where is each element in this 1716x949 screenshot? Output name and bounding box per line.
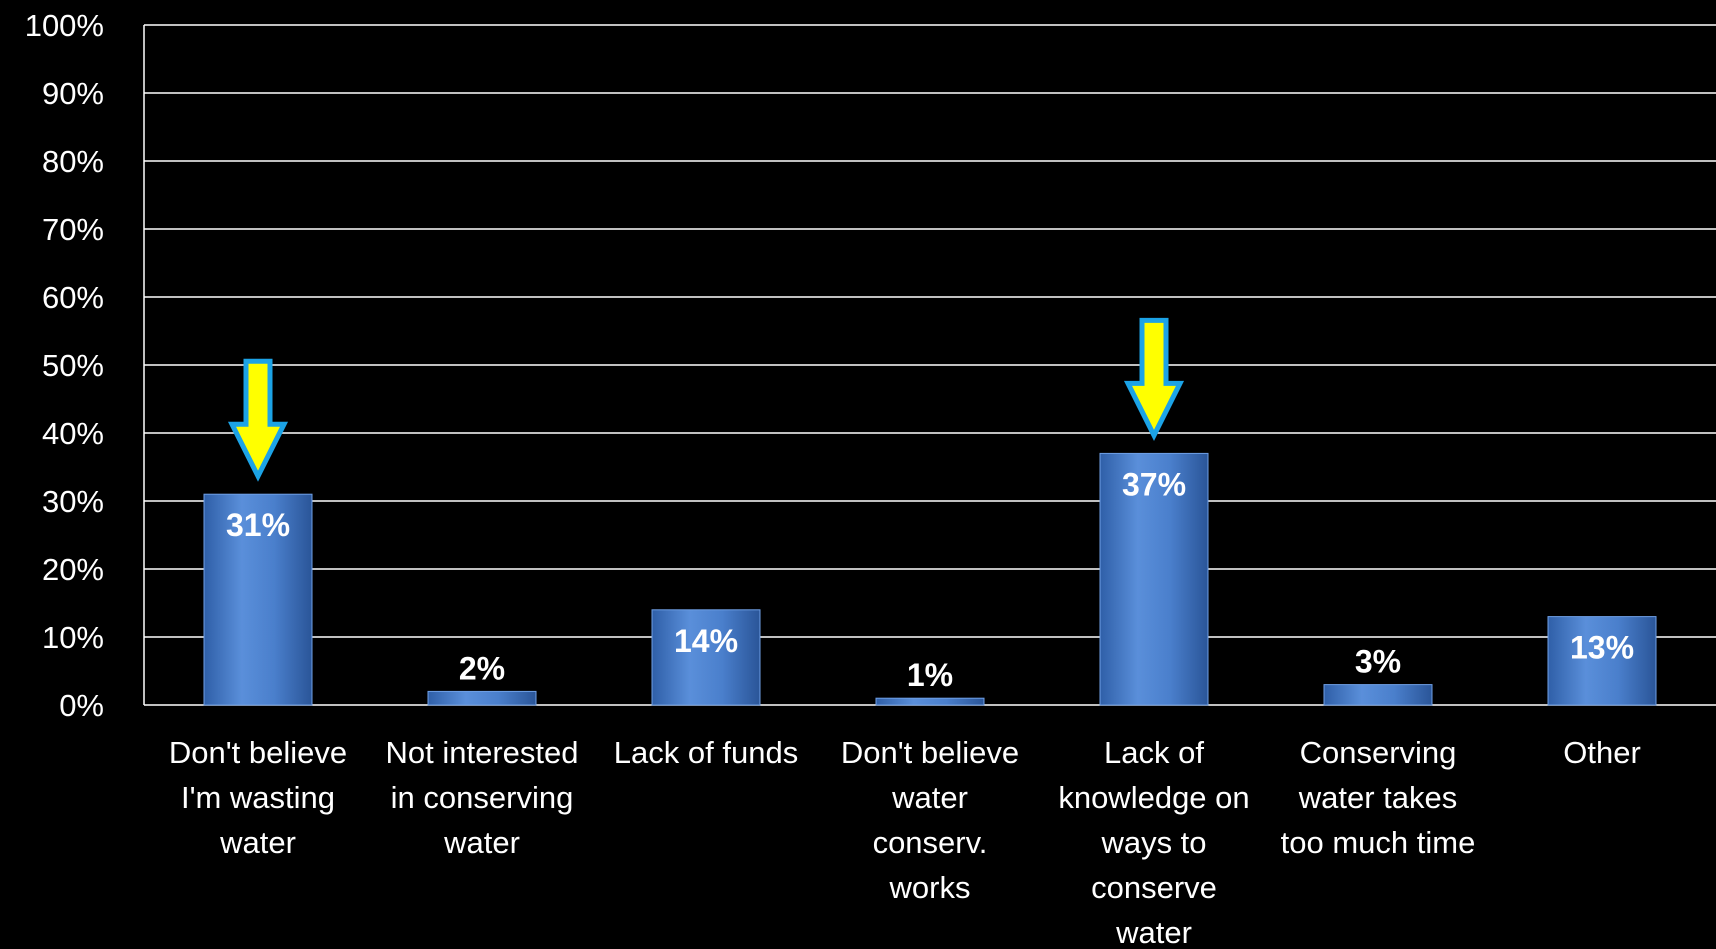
data-label: 31% <box>226 507 290 543</box>
y-tick-label: 70% <box>42 212 104 247</box>
y-tick-label: 90% <box>42 76 104 111</box>
bar <box>1323 684 1433 706</box>
y-tick-label: 50% <box>42 348 104 383</box>
data-label: 2% <box>459 650 505 686</box>
x-tick-label: Don't believe <box>169 735 347 770</box>
x-tick-label: water <box>891 780 968 815</box>
bar <box>203 493 313 706</box>
y-tick-label: 60% <box>42 280 104 315</box>
data-label: 3% <box>1355 644 1401 680</box>
x-tick-label: conserve <box>1091 870 1217 905</box>
y-tick-label: 20% <box>42 552 104 587</box>
gridlines <box>143 24 1716 706</box>
down-arrow-icon <box>227 358 289 482</box>
highlight-arrows <box>227 317 1185 482</box>
data-label: 13% <box>1570 630 1634 666</box>
bar <box>1547 616 1657 706</box>
x-tick-label: in conserving <box>391 780 574 815</box>
y-tick-label: 80% <box>42 144 104 179</box>
x-axis-category-labels: Don't believe I'm wasting water Not interes… <box>169 735 1641 949</box>
y-tick-label: 0% <box>59 688 104 723</box>
y-axis-tick-labels: 0% 10% 20% 30% 40% 50% 60% 70% 80% 90% 100% <box>25 8 104 723</box>
bar <box>1099 452 1209 706</box>
data-label: 14% <box>674 623 738 659</box>
data-label: 1% <box>907 657 953 693</box>
down-arrow-icon <box>1123 317 1185 441</box>
y-tick-label: 100% <box>25 8 104 43</box>
y-tick-label: 40% <box>42 416 104 451</box>
bar <box>427 690 537 706</box>
x-tick-label: works <box>889 870 971 905</box>
x-tick-label: Not interested <box>386 735 579 770</box>
bar <box>651 609 761 706</box>
y-tick-label: 10% <box>42 620 104 655</box>
x-tick-label: Other <box>1563 735 1641 770</box>
x-tick-label: water <box>1115 915 1192 949</box>
y-tick-label: 30% <box>42 484 104 519</box>
x-tick-label: knowledge on <box>1058 780 1249 815</box>
data-label: 37% <box>1122 466 1186 502</box>
x-tick-label: Don't believe <box>841 735 1019 770</box>
x-tick-label: water <box>219 825 296 860</box>
bars <box>203 452 1657 706</box>
x-tick-label: Lack of <box>1104 735 1204 770</box>
x-tick-label: ways to <box>1100 825 1206 860</box>
x-tick-label: water takes <box>1298 780 1458 815</box>
x-tick-label: Conserving <box>1300 735 1457 770</box>
x-tick-label: I'm wasting <box>181 780 335 815</box>
x-tick-label: too much time <box>1281 825 1476 860</box>
data-labels: 31% 2% 14% 1% 37% 3% 13% <box>226 466 1634 693</box>
x-tick-label: water <box>443 825 520 860</box>
bar <box>875 697 985 706</box>
x-tick-label: conserv. <box>873 825 988 860</box>
x-tick-label: Lack of funds <box>614 735 798 770</box>
